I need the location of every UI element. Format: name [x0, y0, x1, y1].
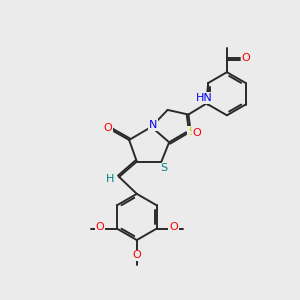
- Text: O: O: [169, 222, 178, 232]
- Text: S: S: [160, 164, 167, 173]
- Text: H: H: [106, 174, 114, 184]
- Text: N: N: [149, 120, 157, 130]
- Text: O: O: [103, 123, 112, 134]
- Text: HN: HN: [195, 93, 212, 103]
- Text: O: O: [242, 53, 250, 63]
- Text: S: S: [188, 127, 195, 137]
- Text: O: O: [193, 128, 201, 138]
- Text: O: O: [132, 250, 141, 260]
- Text: O: O: [95, 222, 104, 232]
